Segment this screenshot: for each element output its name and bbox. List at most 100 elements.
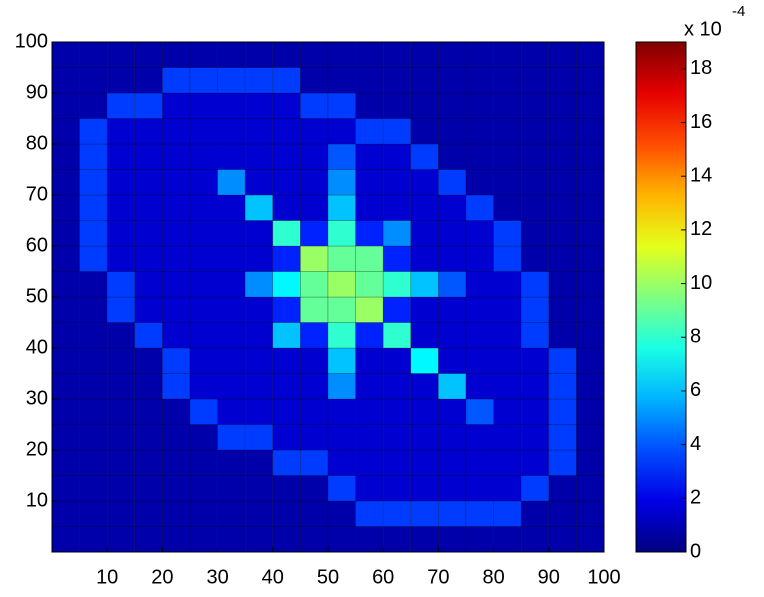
x-tick-label: 60 bbox=[372, 566, 394, 588]
heat-cell bbox=[520, 220, 550, 247]
heat-cell bbox=[548, 245, 577, 272]
heat-cell bbox=[382, 398, 412, 425]
heat-cell bbox=[189, 245, 218, 272]
heat-cell bbox=[244, 449, 274, 476]
heat-cell bbox=[382, 500, 412, 527]
heat-cell bbox=[548, 373, 577, 400]
heat-cell bbox=[189, 296, 218, 323]
heat-cell bbox=[272, 347, 301, 374]
heat-cell bbox=[106, 424, 136, 451]
y-tick-label: 100 bbox=[15, 30, 48, 52]
heat-cell bbox=[410, 118, 439, 145]
heat-cell bbox=[520, 41, 550, 68]
x-tick-label: 10 bbox=[96, 566, 118, 588]
x-tick-label: 50 bbox=[317, 566, 339, 588]
heat-cell bbox=[79, 322, 108, 349]
heat-cell bbox=[51, 41, 80, 68]
heat-cell bbox=[520, 67, 550, 94]
heat-cell bbox=[355, 424, 384, 451]
heat-cell bbox=[520, 475, 550, 502]
heat-cell bbox=[410, 92, 439, 119]
heat-cell bbox=[134, 67, 163, 94]
heat-cell bbox=[162, 322, 191, 349]
heat-cell bbox=[217, 92, 246, 119]
y-tick-label: 40 bbox=[26, 336, 48, 358]
heat-cell bbox=[300, 424, 329, 451]
heat-cell bbox=[217, 475, 246, 502]
heat-cell bbox=[244, 398, 274, 425]
y-tick-label: 70 bbox=[26, 183, 48, 205]
heat-cell bbox=[438, 322, 467, 349]
heat-cell bbox=[327, 118, 356, 145]
heat-cell bbox=[410, 67, 439, 94]
heat-cell bbox=[465, 169, 494, 196]
heat-cell bbox=[493, 143, 522, 170]
heat-cell bbox=[189, 118, 218, 145]
heat-cell bbox=[162, 118, 191, 145]
heat-cell bbox=[51, 424, 80, 451]
heat-cell bbox=[382, 424, 412, 451]
heat-cell bbox=[438, 92, 467, 119]
heat-cell bbox=[79, 373, 108, 400]
x-tick-label: 90 bbox=[538, 566, 560, 588]
heat-cell bbox=[79, 143, 108, 170]
heat-cell bbox=[106, 296, 136, 323]
heat-cell bbox=[520, 296, 550, 323]
heat-cell bbox=[300, 169, 329, 196]
heat-cell bbox=[438, 526, 467, 553]
heat-cell bbox=[327, 67, 356, 94]
heat-cell bbox=[327, 475, 356, 502]
heat-cell bbox=[493, 322, 522, 349]
heat-cell bbox=[465, 92, 494, 119]
heat-cell bbox=[79, 526, 108, 553]
heat-cell bbox=[79, 169, 108, 196]
heat-cell bbox=[106, 449, 136, 476]
heat-cell bbox=[548, 322, 577, 349]
heat-cell bbox=[327, 143, 356, 170]
heat-cell bbox=[493, 118, 522, 145]
heat-cell bbox=[162, 271, 191, 298]
heat-cell bbox=[300, 296, 329, 323]
heat-cell bbox=[548, 118, 577, 145]
heat-cell bbox=[382, 449, 412, 476]
heat-cell bbox=[548, 398, 577, 425]
heat-cell bbox=[300, 322, 329, 349]
heat-cell bbox=[438, 398, 467, 425]
heat-cell bbox=[79, 245, 108, 272]
heat-cell bbox=[410, 271, 439, 298]
heat-cell bbox=[493, 245, 522, 272]
heat-cell bbox=[79, 92, 108, 119]
heat-cell bbox=[382, 347, 412, 374]
heat-cell bbox=[355, 373, 384, 400]
heat-cell bbox=[106, 92, 136, 119]
colorbar-tick-label: 12 bbox=[690, 218, 712, 240]
heat-cell bbox=[327, 526, 356, 553]
heat-cell bbox=[520, 245, 550, 272]
heat-cell bbox=[520, 398, 550, 425]
heat-cell bbox=[327, 194, 356, 221]
heat-cell bbox=[576, 169, 605, 196]
heat-cell bbox=[51, 296, 80, 323]
heat-cell bbox=[465, 373, 494, 400]
heat-cell bbox=[465, 41, 494, 68]
heat-cell bbox=[217, 296, 246, 323]
heat-cell bbox=[576, 67, 605, 94]
heat-cell bbox=[217, 398, 246, 425]
heat-cell bbox=[79, 424, 108, 451]
heat-cell bbox=[244, 194, 274, 221]
heat-cell bbox=[189, 41, 218, 68]
heat-cell bbox=[355, 220, 384, 247]
heat-cell bbox=[189, 194, 218, 221]
heat-cell bbox=[327, 245, 356, 272]
heat-cell bbox=[382, 373, 412, 400]
heat-cell bbox=[106, 475, 136, 502]
heat-cell bbox=[410, 526, 439, 553]
heat-cell bbox=[327, 92, 356, 119]
heat-cell bbox=[327, 296, 356, 323]
heat-cell bbox=[520, 118, 550, 145]
heat-cell bbox=[438, 67, 467, 94]
heat-cell bbox=[217, 500, 246, 527]
heat-cell bbox=[410, 500, 439, 527]
heat-cell bbox=[548, 220, 577, 247]
heat-cell bbox=[79, 41, 108, 68]
